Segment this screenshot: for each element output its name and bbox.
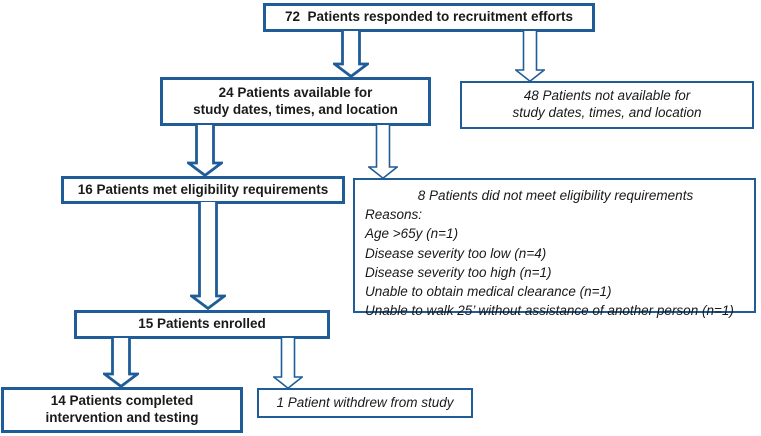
not-eligible-reason: Disease severity too high (n=1) xyxy=(365,264,552,280)
arrow-responded-to-available xyxy=(333,31,369,78)
box-withdrew: 1 Patient withdrew from study xyxy=(257,388,473,418)
box-completed: 14 Patients completed intervention and t… xyxy=(1,387,243,433)
box-available-line2: study dates, times, and location xyxy=(193,101,398,117)
down-block-arrow-icon xyxy=(368,125,398,179)
not-eligible-reason: Unable to walk 25’ without assistance of… xyxy=(365,303,734,319)
not-eligible-reasons-label: Reasons: xyxy=(365,207,423,223)
not-eligible-reason: Unable to obtain medical clearance (n=1) xyxy=(365,284,612,300)
down-block-arrow-icon xyxy=(190,202,226,310)
arrow-available-to-eligible xyxy=(187,125,223,177)
box-available-line1: 24 Patients available for xyxy=(218,84,373,100)
down-block-arrow-icon xyxy=(333,31,369,78)
down-block-arrow-icon xyxy=(515,31,545,82)
not-eligible-reason: Age >65y (n=1) xyxy=(365,226,459,242)
down-block-arrow-icon xyxy=(103,338,139,388)
box-eligibility-not-met: 8 Patients did not meet eligibility requ… xyxy=(353,178,756,318)
arrow-enrolled-to-completed xyxy=(103,338,139,388)
box-responded: 72 Patients responded to recruitment eff… xyxy=(263,3,595,32)
box-completed-line2: intervention and testing xyxy=(45,410,199,425)
box-completed-line1: 14 Patients completed xyxy=(50,393,194,409)
arrow-eligible-to-enrolled xyxy=(190,202,226,310)
box-enrolled: 15 Patients enrolled xyxy=(74,310,330,339)
not-eligible-title: 8 Patients did not meet eligibility requ… xyxy=(417,188,694,203)
arrow-available-to-not-eligible xyxy=(368,125,398,179)
arrow-responded-to-not-available xyxy=(515,31,545,82)
box-available: 24 Patients available for study dates, t… xyxy=(160,77,431,126)
not-eligible-reason: Disease severity too low (n=4) xyxy=(365,245,547,261)
arrow-enrolled-to-withdrew xyxy=(273,338,303,389)
box-not-available-line1: 48 Patients not available for xyxy=(523,88,691,104)
box-not-available-line2: study dates, times, and location xyxy=(512,105,702,120)
down-block-arrow-icon xyxy=(187,125,223,177)
down-block-arrow-icon xyxy=(273,338,303,389)
box-eligibility-met: 16 Patients met eligibility requirements xyxy=(61,176,345,204)
box-not-available: 48 Patients not available for study date… xyxy=(460,81,754,129)
